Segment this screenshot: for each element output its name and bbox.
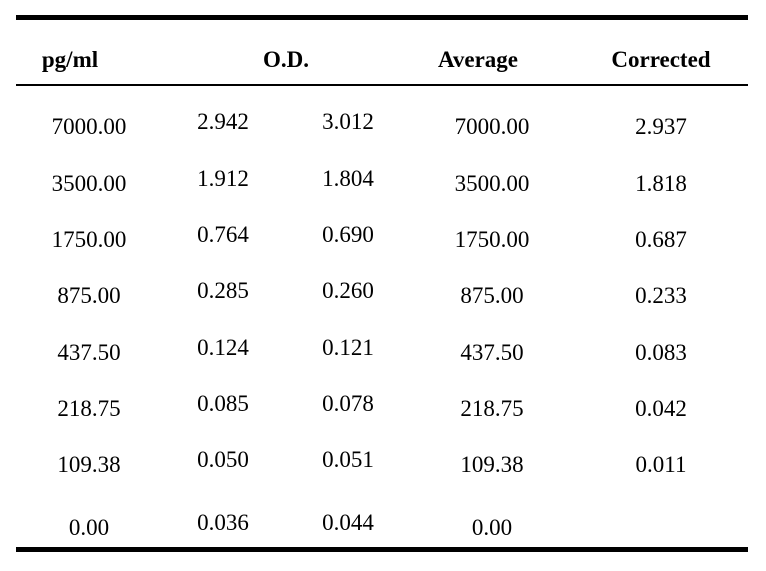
table-top-rule xyxy=(16,15,748,20)
header-average: Average xyxy=(437,47,519,72)
cell-od-1: 1.912 xyxy=(197,166,249,191)
cell-corrected: 0.011 xyxy=(635,452,687,477)
cell-average: 437.50 xyxy=(460,340,524,365)
cell-average: 218.75 xyxy=(460,396,524,421)
cell-pgml: 3500.00 xyxy=(51,171,127,196)
cell-pgml: 7000.00 xyxy=(51,114,127,139)
cell-od-1: 0.124 xyxy=(197,335,249,360)
cell-od-2: 0.044 xyxy=(322,510,374,535)
cell-corrected: 1.818 xyxy=(635,171,687,196)
cell-od-2: 0.690 xyxy=(322,222,374,247)
cell-corrected: 2.937 xyxy=(635,114,687,139)
cell-average: 7000.00 xyxy=(454,114,530,139)
header-rule xyxy=(16,84,748,86)
cell-pgml: 0.00 xyxy=(68,515,110,540)
header-pgml: pg/ml xyxy=(41,47,99,72)
cell-pgml: 218.75 xyxy=(57,396,121,421)
cell-od-2: 0.051 xyxy=(322,447,374,472)
cell-od-2: 0.260 xyxy=(322,278,374,303)
cell-od-1: 2.942 xyxy=(197,109,249,134)
cell-pgml: 109.38 xyxy=(57,452,121,477)
cell-corrected: 0.233 xyxy=(635,283,687,308)
cell-od-2: 0.121 xyxy=(322,335,374,360)
cell-pgml: 875.00 xyxy=(57,283,121,308)
cell-average: 0.00 xyxy=(471,515,513,540)
cell-od-1: 0.285 xyxy=(197,278,249,303)
cell-od-1: 0.764 xyxy=(197,222,249,247)
table-bottom-rule xyxy=(16,547,748,552)
cell-od-1: 0.036 xyxy=(197,510,249,535)
cell-pgml: 437.50 xyxy=(57,340,121,365)
cell-corrected: 0.083 xyxy=(635,340,687,365)
cell-pgml: 1750.00 xyxy=(51,227,127,252)
cell-od-1: 0.050 xyxy=(197,447,249,472)
cell-corrected: 0.687 xyxy=(635,227,687,252)
cell-od-2: 0.078 xyxy=(322,391,374,416)
cell-average: 1750.00 xyxy=(454,227,530,252)
cell-corrected: 0.042 xyxy=(635,396,687,421)
header-corrected: Corrected xyxy=(611,47,711,72)
cell-average: 875.00 xyxy=(460,283,524,308)
cell-od-1: 0.085 xyxy=(197,391,249,416)
cell-od-2: 1.804 xyxy=(322,166,374,191)
cell-od-2: 3.012 xyxy=(322,109,374,134)
cell-average: 3500.00 xyxy=(454,171,530,196)
header-od: O.D. xyxy=(263,47,309,72)
cell-average: 109.38 xyxy=(460,452,524,477)
